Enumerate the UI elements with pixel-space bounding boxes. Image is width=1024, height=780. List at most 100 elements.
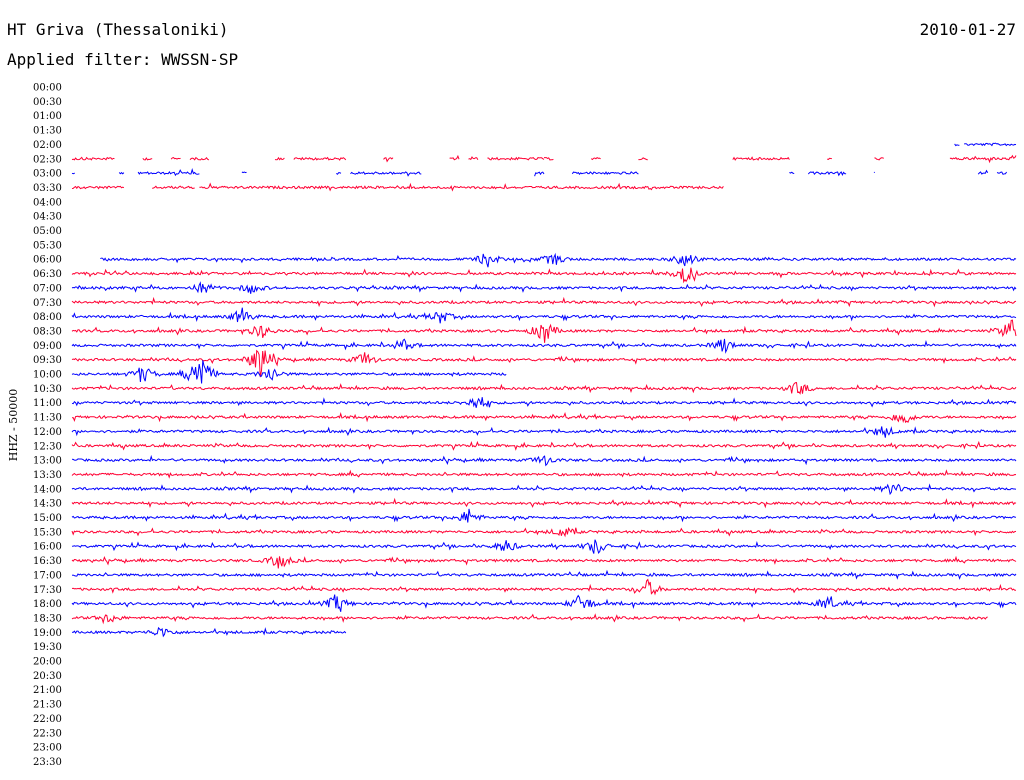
trace-segment xyxy=(789,171,795,174)
time-label: 16:00 xyxy=(33,542,62,553)
trace-segment xyxy=(199,182,724,192)
trace-segment xyxy=(71,172,75,175)
trace-segment xyxy=(827,157,832,160)
trace-segment xyxy=(638,157,648,161)
trace-segment xyxy=(170,157,181,160)
time-label: 16:30 xyxy=(33,556,62,567)
time-label: 17:00 xyxy=(33,570,62,581)
time-label: 12:30 xyxy=(33,441,62,452)
trace-segment xyxy=(534,171,545,177)
trace-segment xyxy=(544,157,554,161)
time-label: 12:00 xyxy=(33,427,62,438)
time-label: 21:00 xyxy=(33,685,62,696)
trace-segment xyxy=(71,307,1017,324)
time-label: 20:30 xyxy=(33,671,62,682)
time-label: 15:00 xyxy=(33,513,62,524)
trace-segment xyxy=(71,156,115,161)
trace-segment xyxy=(71,626,347,638)
trace-segment xyxy=(71,185,125,190)
time-label: 23:30 xyxy=(33,757,62,768)
time-label: 11:00 xyxy=(33,398,62,409)
trace-segment xyxy=(274,156,285,161)
trace-segment xyxy=(241,171,247,174)
trace-segment xyxy=(71,555,1017,569)
trace-segment xyxy=(874,157,884,161)
time-label: 09:00 xyxy=(33,341,62,352)
trace-segment xyxy=(571,171,639,175)
trace-segment xyxy=(142,157,153,161)
trace-segment xyxy=(71,426,1017,438)
trace-segment xyxy=(468,156,479,161)
time-label: 06:00 xyxy=(33,255,62,266)
trace-segment xyxy=(71,497,1017,509)
time-label: 18:30 xyxy=(33,613,62,624)
time-label: 23:00 xyxy=(33,743,62,754)
time-label: 13:00 xyxy=(33,456,62,467)
trace-segment xyxy=(71,319,1017,343)
trace-segment xyxy=(350,171,422,177)
channel-label: HHZ - 50000 xyxy=(7,389,20,462)
trace-segment xyxy=(71,296,1017,308)
trace-segment xyxy=(71,539,1017,554)
trace-segment xyxy=(807,171,847,177)
time-label: 13:30 xyxy=(33,470,62,481)
trace-segment xyxy=(71,594,1017,612)
time-label: 14:00 xyxy=(33,484,62,495)
time-label: 04:30 xyxy=(33,212,62,223)
time-label: 02:30 xyxy=(33,154,62,165)
time-labels: 00:00 00:30 01:00 01:30 02:00 02:30 03:00 03:30… xyxy=(33,83,62,768)
trace-segment xyxy=(71,508,1017,523)
time-label: 01:00 xyxy=(33,111,62,122)
trace-segment xyxy=(71,360,507,384)
trace-segment xyxy=(293,156,347,161)
trace-segment xyxy=(71,267,1017,284)
trace-segment xyxy=(449,154,460,161)
time-label: 14:30 xyxy=(33,499,62,510)
time-label: 08:00 xyxy=(33,312,62,323)
trace-segment xyxy=(152,185,195,189)
time-label: 06:30 xyxy=(33,269,62,280)
time-label: 21:30 xyxy=(33,700,62,711)
time-label: 00:30 xyxy=(33,97,62,108)
time-label: 03:00 xyxy=(33,169,62,180)
time-label: 10:00 xyxy=(33,370,62,381)
time-label: 07:00 xyxy=(33,283,62,294)
time-label: 02:00 xyxy=(33,140,62,151)
time-label: 03:30 xyxy=(33,183,62,194)
trace-segment xyxy=(71,469,1017,479)
time-label: 20:00 xyxy=(33,657,62,668)
trace-segment xyxy=(189,156,210,161)
time-label: 22:30 xyxy=(33,728,62,739)
trace-segment xyxy=(71,382,1017,395)
trace-segment xyxy=(487,156,545,161)
time-label: 19:00 xyxy=(33,628,62,639)
filter-label: Applied filter: WWSSN-SP xyxy=(7,50,239,69)
trace-segment xyxy=(118,171,125,175)
trace-segment xyxy=(336,172,342,175)
trace-segment xyxy=(100,252,1017,268)
trace-segment xyxy=(71,440,1017,451)
time-label: 05:00 xyxy=(33,226,62,237)
trace-segment xyxy=(71,281,1017,294)
trace-segment xyxy=(137,167,200,177)
trace-segment xyxy=(590,156,601,161)
time-label: 09:30 xyxy=(33,355,62,366)
time-label: 19:30 xyxy=(33,642,62,653)
time-label: 01:30 xyxy=(33,126,62,137)
trace-segment xyxy=(71,349,1017,378)
time-label: 11:30 xyxy=(33,413,62,424)
trace-segment xyxy=(996,171,1008,175)
time-label: 22:00 xyxy=(33,714,62,725)
trace-segment xyxy=(71,338,1017,354)
traces xyxy=(71,142,1017,638)
trace-segment xyxy=(71,412,1017,424)
trace-segment xyxy=(71,454,1017,467)
trace-segment xyxy=(732,156,790,161)
trace-segment xyxy=(71,526,1017,538)
time-label: 10:30 xyxy=(33,384,62,395)
time-label: 05:30 xyxy=(33,240,62,251)
time-label: 08:30 xyxy=(33,326,62,337)
station-title: HT Griva (Thessaloniki) xyxy=(7,20,229,39)
trace-segment xyxy=(71,483,1017,496)
